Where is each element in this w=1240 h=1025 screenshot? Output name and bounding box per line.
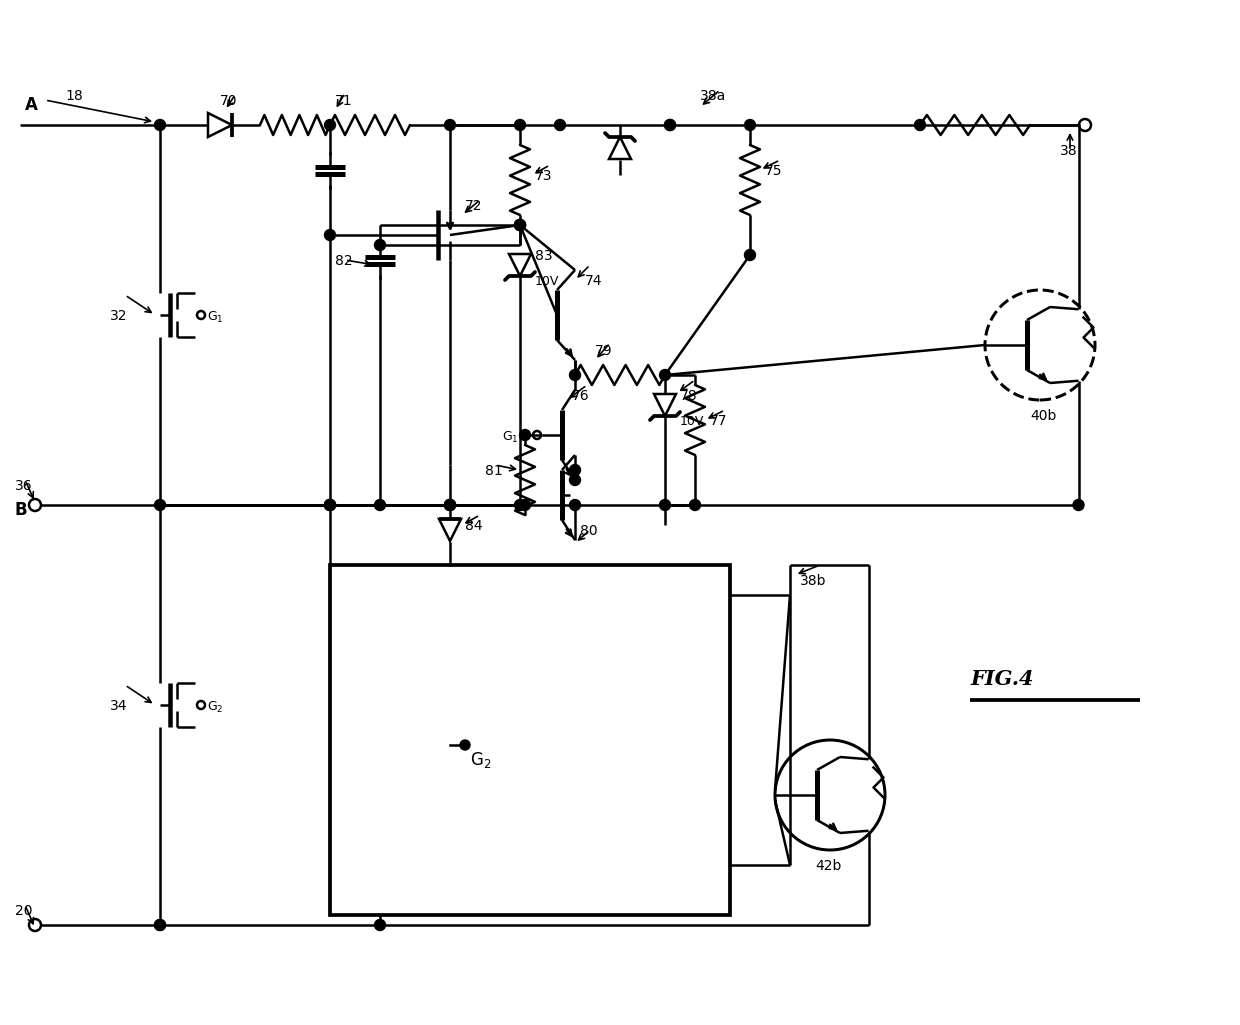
- Text: 10V: 10V: [680, 415, 704, 428]
- Circle shape: [569, 499, 580, 510]
- Circle shape: [444, 499, 455, 510]
- Circle shape: [515, 219, 526, 231]
- Circle shape: [744, 249, 755, 260]
- Text: 18: 18: [64, 89, 83, 103]
- Circle shape: [569, 475, 580, 486]
- Text: 78: 78: [680, 390, 698, 403]
- Text: G$_1$: G$_1$: [502, 430, 518, 445]
- Text: 32: 32: [110, 309, 128, 323]
- Circle shape: [660, 499, 671, 510]
- Circle shape: [374, 240, 386, 250]
- Circle shape: [374, 919, 386, 931]
- Circle shape: [444, 120, 455, 130]
- Text: 72: 72: [465, 199, 482, 213]
- Text: 73: 73: [534, 169, 553, 183]
- Text: 70: 70: [219, 94, 238, 108]
- Polygon shape: [208, 113, 232, 137]
- Text: G$_2$: G$_2$: [207, 700, 223, 715]
- Text: A: A: [25, 96, 38, 114]
- Text: 42b: 42b: [815, 859, 842, 873]
- Text: 38b: 38b: [800, 574, 827, 588]
- Text: 34: 34: [110, 699, 128, 713]
- Text: 84: 84: [465, 519, 482, 533]
- Circle shape: [515, 219, 526, 231]
- Text: FIG.4: FIG.4: [970, 669, 1033, 689]
- Text: 20: 20: [15, 904, 32, 918]
- Circle shape: [374, 499, 386, 510]
- Circle shape: [325, 499, 336, 510]
- Text: 38: 38: [1060, 144, 1078, 158]
- Circle shape: [325, 230, 336, 241]
- Circle shape: [155, 919, 165, 931]
- Circle shape: [515, 499, 526, 510]
- Text: B: B: [15, 501, 27, 519]
- Circle shape: [665, 120, 676, 130]
- Bar: [330, 565, 730, 915]
- Text: 77: 77: [711, 414, 728, 428]
- Text: G$_2$: G$_2$: [470, 750, 491, 770]
- Circle shape: [520, 429, 531, 441]
- Text: 40b: 40b: [1030, 409, 1056, 423]
- Circle shape: [554, 120, 565, 130]
- Circle shape: [155, 120, 165, 130]
- Circle shape: [325, 499, 336, 510]
- Circle shape: [444, 499, 455, 510]
- Text: 83: 83: [534, 249, 553, 263]
- Circle shape: [515, 120, 526, 130]
- Circle shape: [155, 499, 165, 510]
- Polygon shape: [508, 254, 531, 276]
- Polygon shape: [439, 519, 461, 541]
- Text: 71: 71: [335, 94, 352, 108]
- Circle shape: [515, 219, 526, 231]
- Text: 76: 76: [572, 390, 590, 403]
- Circle shape: [915, 120, 925, 130]
- Circle shape: [665, 120, 676, 130]
- Circle shape: [155, 919, 165, 931]
- Text: 74: 74: [585, 274, 603, 288]
- Text: 36: 36: [15, 479, 32, 493]
- Text: 38a: 38a: [701, 89, 727, 103]
- Circle shape: [520, 499, 531, 510]
- Circle shape: [325, 499, 336, 510]
- Polygon shape: [609, 137, 631, 159]
- Circle shape: [325, 120, 336, 130]
- Text: G$_1$: G$_1$: [207, 310, 223, 325]
- Text: 80: 80: [580, 524, 598, 538]
- Circle shape: [1073, 499, 1084, 510]
- Circle shape: [460, 740, 470, 750]
- Circle shape: [444, 499, 455, 510]
- Circle shape: [689, 499, 701, 510]
- Text: 79: 79: [595, 344, 613, 358]
- Circle shape: [660, 369, 671, 380]
- Circle shape: [569, 369, 580, 380]
- Polygon shape: [653, 394, 676, 416]
- Circle shape: [569, 464, 580, 476]
- Text: 75: 75: [765, 164, 782, 178]
- Text: 82: 82: [335, 254, 352, 268]
- Text: 81: 81: [485, 464, 502, 478]
- Circle shape: [744, 120, 755, 130]
- Text: 10V: 10V: [534, 275, 559, 288]
